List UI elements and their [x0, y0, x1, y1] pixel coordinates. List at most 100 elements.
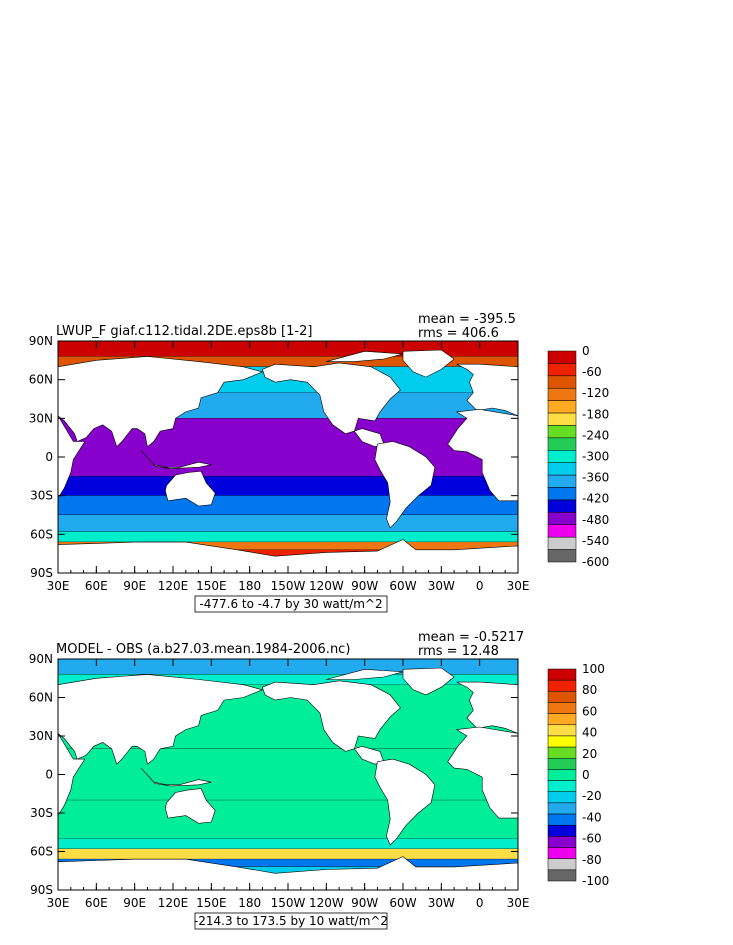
colorbar-label: 80: [582, 683, 597, 697]
land-mask-3: [374, 441, 436, 529]
colorbar-swatch: [547, 387, 577, 401]
colorbar-swatch: [547, 400, 577, 414]
field-band-7: [58, 495, 518, 515]
land-mask-6: [447, 408, 518, 502]
land-mask-11: [326, 668, 404, 680]
colorbar-label: -40: [582, 810, 602, 824]
land-mask-9: [140, 450, 212, 469]
colorbar-swatch: [547, 824, 577, 837]
x-tick-label: 90W: [351, 579, 378, 593]
range-label: -214.3 to 173.5 by 10 watt/m^2: [194, 914, 388, 928]
colorbar-swatch: [547, 758, 577, 770]
land-mask-6: [447, 726, 518, 819]
x-tick-label: 60W: [389, 896, 416, 910]
range-label-box: [194, 595, 388, 613]
colorbar-label: 40: [582, 726, 597, 740]
colorbar-label: -180: [582, 407, 609, 421]
field-band-6: [58, 838, 518, 849]
y-tick-label: 30S: [30, 806, 53, 820]
colorbar-swatch: [547, 668, 577, 681]
colorbar-swatch: [547, 499, 577, 513]
land-mask-1: [262, 362, 401, 448]
colorbar-swatch: [547, 724, 577, 737]
y-tick-label: 0: [45, 768, 53, 782]
colorbar-swatch: [547, 691, 577, 703]
colorbar-swatch: [547, 524, 577, 538]
x-tick-label: 60E: [85, 579, 108, 593]
x-tick-label: 180: [238, 579, 261, 593]
x-tick-label: 30W: [428, 579, 455, 593]
colorbar-label: -540: [582, 534, 609, 548]
map-field: [58, 659, 518, 890]
x-tick-label: 120W: [309, 896, 344, 910]
colorbar-swatch: [547, 450, 577, 463]
colorbar-swatch: [547, 702, 577, 714]
land-mask-11: [326, 350, 404, 362]
y-tick-label: 90S: [30, 883, 53, 897]
colorbar: 0 -60 -120 -180 -240 -300 -360 -420 -480 -540 -600: [547, 344, 609, 569]
mean-stat: mean = -395.5: [418, 312, 516, 327]
land-mask-8: [164, 470, 216, 507]
colorbar-label: -600: [582, 555, 609, 569]
x-tick-label: 90W: [351, 896, 378, 910]
colorbar-swatch: [547, 780, 577, 792]
land-mask-4: [58, 674, 264, 765]
x-tick-label: 30E: [507, 896, 530, 910]
colorbar-label: -80: [582, 853, 602, 867]
colorbar-label: -100: [582, 874, 609, 888]
land-mask-2: [402, 667, 455, 696]
colorbar-swatch: [547, 847, 577, 859]
x-tick-label: 0: [476, 579, 484, 593]
panel-2: MODEL - OBS (a.b27.03.mean.1984-2006.nc)…: [29, 630, 609, 930]
colorbar-label: -60: [582, 832, 602, 846]
rms-stat: rms = 12.48: [418, 644, 499, 659]
x-tick-label: 30E: [47, 896, 70, 910]
plot-title: LWUP_F giaf.c112.tidal.2DE.eps8b [1-2]: [56, 324, 312, 339]
x-tick-label: 180: [238, 896, 261, 910]
x-tick-label: 60E: [85, 896, 108, 910]
range-label-box: [194, 912, 388, 930]
land-mask-4: [58, 356, 264, 448]
y-tick-label: 0: [45, 450, 53, 464]
colorbar-label: 20: [582, 747, 597, 761]
field-band-10: [58, 542, 518, 550]
land-mask-10: [58, 539, 518, 573]
colorbar-label: 100: [582, 662, 605, 676]
colorbar-label: -120: [582, 386, 609, 400]
colorbar-swatch: [547, 735, 577, 748]
rms-stat: rms = 406.6: [418, 326, 499, 341]
x-tick-label: 150E: [196, 896, 227, 910]
land-mask-1: [262, 680, 401, 765]
colorbar-swatch: [547, 474, 577, 488]
colorbar-swatch: [547, 769, 577, 781]
colorbar-swatch: [547, 802, 577, 815]
field-band-5: [58, 800, 518, 839]
colorbar-swatch: [547, 412, 577, 426]
x-tick-label: 30E: [507, 579, 530, 593]
colorbar-swatch: [547, 425, 577, 439]
colorbar-swatch: [547, 869, 577, 882]
colorbar-swatch: [547, 679, 577, 692]
colorbar-swatch: [547, 549, 577, 563]
colorbar-label: -240: [582, 428, 609, 442]
land-mask-10: [58, 856, 518, 890]
field-band-8: [58, 515, 518, 532]
y-tick-label: 90S: [30, 566, 53, 580]
colorbar-label: -60: [582, 365, 602, 379]
y-tick-label: 90N: [29, 334, 53, 348]
colorbar-label: -420: [582, 492, 609, 506]
x-tick-label: 30E: [47, 579, 70, 593]
y-tick-label: 60S: [30, 527, 53, 541]
x-tick-label: 120E: [158, 896, 189, 910]
colorbar-swatch: [547, 363, 577, 377]
land-mask-7: [58, 415, 86, 499]
land-mask-3: [374, 758, 436, 846]
x-tick-label: 90E: [123, 896, 146, 910]
colorbar-swatch: [547, 813, 577, 826]
x-tick-label: 150W: [271, 579, 306, 593]
x-tick-label: 120W: [309, 579, 344, 593]
x-tick-label: 150W: [271, 896, 306, 910]
colorbar-swatch: [547, 375, 577, 389]
map-field: [58, 341, 518, 573]
